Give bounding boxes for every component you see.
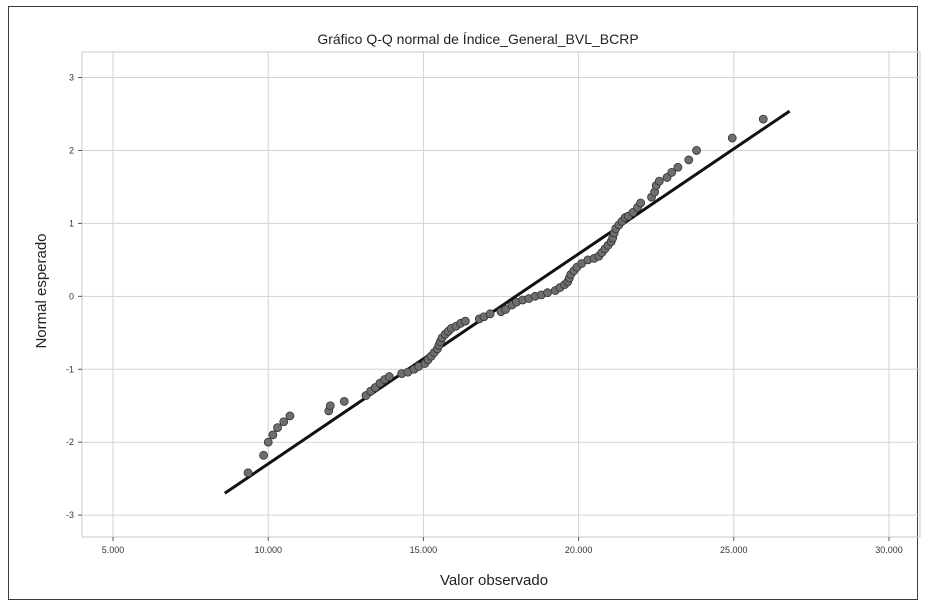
y-tick-label: 2 [69,145,74,155]
data-point [243,468,253,478]
x-axis-label: Valor observado [440,572,548,589]
data-point [263,437,273,447]
data-point [692,146,701,155]
data-point [758,114,768,124]
data-point [325,401,335,411]
data-point [273,423,282,433]
data-point [636,198,646,208]
chart-title: Gráfico Q-Q normal de Índice_General_BVL… [317,31,638,47]
y-tick-label: -3 [66,510,74,520]
data-point [384,372,394,381]
data-point [268,430,278,440]
x-tick-label: 5.000 [102,545,125,555]
data-point [673,162,683,172]
x-tick-label: 30.000 [875,545,903,555]
y-axis-ticks: -3 -2 -1 0 1 2 3 [66,73,82,520]
data-point [654,176,664,186]
data-point [543,288,552,298]
chart-frame [8,6,918,600]
grid-lines [82,52,920,537]
y-tick-label: 1 [69,218,74,228]
data-points [243,114,768,478]
data-point [727,133,737,143]
y-axis-label: Normal esperado [33,233,50,348]
data-point [339,396,349,406]
y-tick-label: -2 [66,437,74,447]
x-tick-label: 20.000 [565,545,593,555]
data-point [667,167,677,177]
data-point [684,155,694,165]
reference-line [223,109,791,495]
data-point [279,417,289,427]
x-axis-ticks: 5.000 10.000 15.000 20.000 25.000 30.000 [102,537,903,555]
data-point [485,309,495,319]
data-point [259,450,268,460]
y-tick-label: -1 [66,364,74,374]
data-point [501,305,511,314]
x-tick-label: 15.000 [410,545,438,555]
x-tick-label: 10.000 [254,545,282,555]
plot-area-border [81,51,921,538]
data-point [460,316,470,326]
y-tick-label: 0 [69,291,74,301]
x-tick-label: 25.000 [720,545,748,555]
data-point [285,411,295,421]
y-tick-label: 3 [69,73,74,83]
